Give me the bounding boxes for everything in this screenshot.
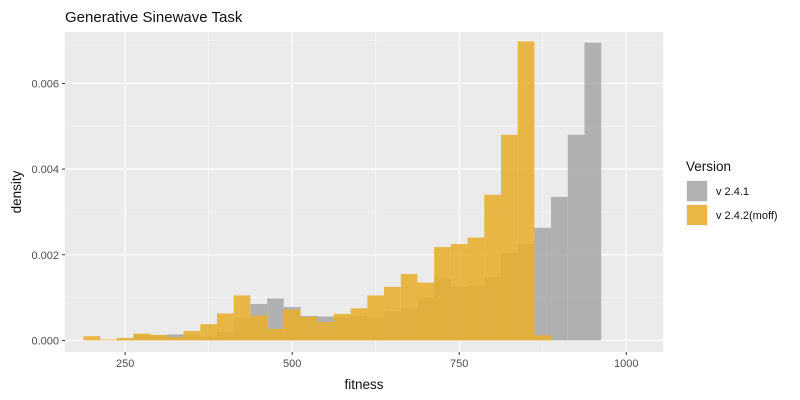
legend-swatch-v242 [687,205,707,225]
series-v242-bars [83,41,552,341]
histogram-bar [534,335,552,341]
minor-gridlines [65,32,663,352]
histogram-bar [500,134,518,341]
legend: Version v 2.4.1 v 2.4.2(moff) [686,159,778,226]
histogram-bar [250,315,268,341]
legend-label-v241: v 2.4.1 [716,186,749,198]
histogram-bar [83,336,101,341]
histogram-bar [317,322,334,341]
histogram-bar [484,194,501,341]
histogram-bar [417,282,435,341]
histogram-bar [233,295,251,341]
histogram-bar [384,286,401,341]
histogram-bar [100,339,117,341]
x-tick-label: 1000 [614,358,638,370]
histogram-bar [300,316,318,341]
y-tick-label: 0.006 [31,78,59,90]
histogram-bar [534,227,552,341]
histogram-bar [350,308,368,341]
histogram-bar [567,134,585,341]
y-tick-label: 0.002 [31,250,59,262]
x-tick-label: 250 [116,358,134,370]
y-tick-label: 0.004 [31,164,59,176]
histogram-bar [150,334,167,341]
histogram-bar [584,42,602,341]
x-axis-ticks: 250 500 750 1000 [116,352,638,370]
histogram-bar [400,274,418,341]
histogram-bar [333,313,351,341]
histogram-bar [283,309,301,341]
histogram-bar [367,295,385,341]
legend-label-v242: v 2.4.2(moff) [716,210,778,222]
histogram-bar [434,247,451,341]
x-axis-title: fitness [344,377,383,392]
x-tick-label: 750 [450,358,468,370]
histogram-bar [166,337,184,341]
legend-title: Version [686,159,731,174]
histogram-bar [200,324,218,341]
y-tick-label: 0.000 [31,335,59,347]
y-axis-ticks: 0.000 0.002 0.004 0.006 [31,78,65,347]
histogram-bar [551,196,568,341]
x-tick-label: 500 [283,358,301,370]
histogram-bar [517,41,535,341]
histogram-bar [183,331,201,341]
legend-swatch-v241 [687,181,707,201]
y-axis-title: density [9,170,24,213]
histogram-bar [217,313,234,341]
histogram-bar [133,333,151,341]
histogram-bar [450,244,468,341]
histogram-bar [267,328,284,341]
histogram-bar [467,237,485,341]
histogram-bar [116,337,134,341]
chart-title: Generative Sinewave Task [65,9,243,26]
